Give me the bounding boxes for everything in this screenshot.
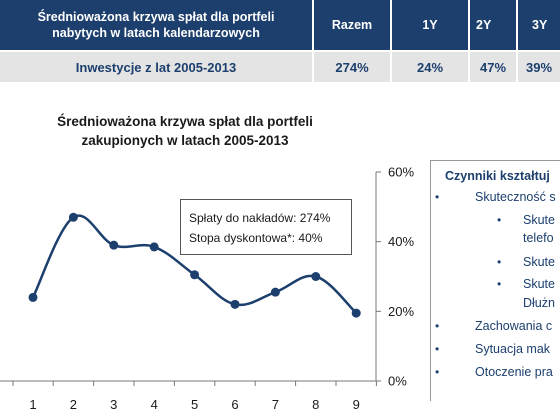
table-row: Inwestycje z lat 2005-2013 274% 24% 47% … <box>0 52 560 82</box>
data-point <box>149 242 159 252</box>
x-tick-label: 7 <box>272 397 279 412</box>
header-separator <box>516 0 518 50</box>
data-point <box>109 240 119 250</box>
header-1y: 1Y <box>422 18 438 32</box>
x-tick-label: 3 <box>110 397 117 412</box>
x-tick-label: 6 <box>231 397 238 412</box>
data-point <box>28 292 38 302</box>
panel-list-item: Zachowania c <box>475 319 553 333</box>
bullet-icon: • <box>435 365 440 379</box>
line-chart: 0% 20% 40% 60% 1 2 3 4 5 6 7 8 9 <box>0 165 414 412</box>
data-point <box>351 308 361 318</box>
data-point <box>68 212 78 222</box>
panel-title: Czynniki kształtuj <box>445 169 550 183</box>
chart-title: Średnioważona krzywa spłat dla portfeli … <box>20 112 350 150</box>
x-tick-label: 8 <box>312 397 319 412</box>
factors-panel: Czynniki kształtuj • Skuteczność s • Skute t… <box>430 160 560 401</box>
x-tick-label: 9 <box>353 397 360 412</box>
y-tick-label: 0% <box>388 374 407 389</box>
bullet-icon: • <box>435 342 440 356</box>
data-point <box>230 299 240 309</box>
bullet-icon: • <box>497 277 502 291</box>
panel-list-item: Skuteczność s <box>475 190 556 204</box>
table-header: Średnioważona krzywa spłat dla portfeli … <box>0 0 560 50</box>
x-tick-label: 4 <box>151 397 158 412</box>
row-separator <box>312 52 314 82</box>
bullet-icon: • <box>435 319 440 333</box>
row-label: Inwestycje z lat 2005-2013 <box>75 59 237 75</box>
value-3y: 39% <box>525 59 553 75</box>
row-separator <box>468 52 470 82</box>
value-2y: 47% <box>479 59 507 75</box>
x-tick-label: 2 <box>70 397 77 412</box>
annotation-line1: Spłaty do nakładów: 274% <box>189 211 331 225</box>
header-razem: Razem <box>331 18 373 32</box>
y-tick-label: 40% <box>388 234 414 249</box>
bullet-icon: • <box>497 213 502 227</box>
annotation-line2: Stopa dyskontowa*: 40% <box>189 231 323 245</box>
panel-list-item: Sytuacja mak <box>475 342 551 356</box>
data-point <box>190 270 200 280</box>
row-separator <box>516 52 518 82</box>
panel-list-item: Dłużn <box>523 296 555 310</box>
bullet-icon: • <box>497 255 502 269</box>
data-point <box>311 272 321 281</box>
value-1y: 24% <box>416 59 444 75</box>
table-title-line2: nabytych w latach kalendarzowych <box>52 26 260 40</box>
header-3y: 3Y <box>532 18 548 32</box>
chart-title-line2: zakupionych w latach 2005-2013 <box>81 133 289 148</box>
table-title: Średnioważona krzywa spłat dla portfeli … <box>0 0 312 50</box>
x-tick-label: 1 <box>29 397 36 412</box>
chart-title-line1: Średnioważona krzywa spłat dla portfeli <box>57 114 313 129</box>
panel-list-item: Otoczenie pra <box>475 365 553 379</box>
header-separator <box>390 0 392 50</box>
x-tick-label: 5 <box>191 397 198 412</box>
data-point <box>270 287 280 297</box>
panel-list-item: Skute <box>523 213 555 227</box>
header-2y: 2Y <box>476 18 492 32</box>
row-separator <box>390 52 392 82</box>
header-separator <box>312 0 314 50</box>
value-razem: 274% <box>335 59 369 75</box>
table-title-line1: Średnioważona krzywa spłat dla portfeli <box>37 10 275 24</box>
y-tick-label: 20% <box>388 304 414 319</box>
header-separator <box>468 0 470 50</box>
panel-list-item: Skute <box>523 277 555 291</box>
bullet-icon: • <box>435 190 440 204</box>
chart-annotation: Spłaty do nakładów: 274% Stopa dyskontow… <box>180 199 352 255</box>
y-tick-label: 60% <box>388 165 414 180</box>
panel-list-item: telefo <box>523 231 554 245</box>
panel-list-item: Skute <box>523 255 555 269</box>
